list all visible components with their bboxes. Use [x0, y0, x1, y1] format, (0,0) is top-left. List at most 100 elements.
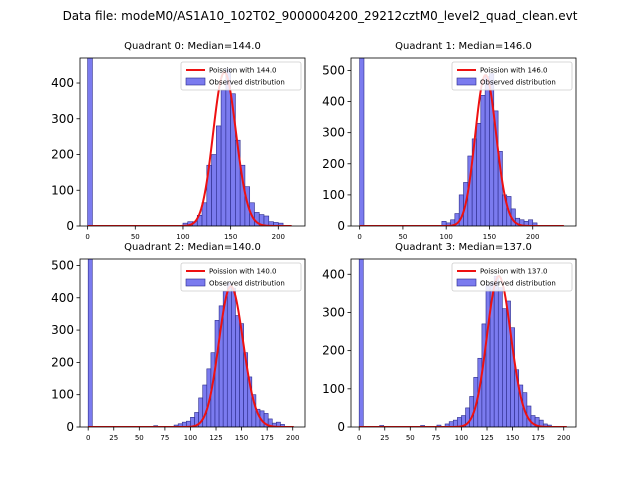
- x-tick-label: 25: [109, 434, 118, 442]
- legend-bar-swatch: [185, 77, 206, 86]
- x-tick-label: 100: [440, 233, 453, 241]
- y-tick-label: 300: [322, 126, 345, 140]
- y-tick-label: 500: [322, 63, 345, 77]
- poisson-curve: [88, 285, 294, 427]
- y-tick-label: 100: [51, 183, 74, 197]
- y-tick-label: 400: [51, 291, 74, 305]
- legend-box: [451, 262, 573, 292]
- histogram-bar: [231, 287, 236, 427]
- x-tick-label: 150: [483, 233, 496, 241]
- histogram-bar: [497, 287, 503, 427]
- axes-frame: [350, 57, 577, 227]
- legend-bar-swatch: [185, 278, 206, 287]
- legend: Poission with 140.0 Observed distribution: [180, 262, 302, 292]
- x-tick-label: 0: [85, 233, 89, 241]
- histogram-bar: [87, 259, 93, 427]
- x-tick-label: 150: [235, 434, 248, 442]
- y-tick-label: 300: [51, 112, 74, 126]
- histogram-bar: [359, 58, 365, 226]
- legend-line-label: Poission with 140.0: [209, 268, 277, 276]
- legend-bar-label: Observed distribution: [480, 79, 556, 87]
- y-tick-label: 400: [51, 76, 74, 90]
- y-tick-label: 300: [51, 323, 74, 337]
- x-tick-label: 175: [531, 434, 544, 442]
- legend-line-label: Poission with 146.0: [480, 67, 548, 75]
- poisson-curve: [359, 275, 567, 427]
- y-tick-label: 0: [66, 219, 74, 233]
- legend-bar-label: Observed distribution: [209, 79, 285, 87]
- histogram-bar: [480, 95, 486, 226]
- axes-frame: [350, 258, 577, 428]
- chart-panel-2: Quadrant 2: Median=140.0 0 25 50 75 100 125 150…: [51, 242, 306, 442]
- legend-line-label: Poission with 137.0: [480, 268, 548, 276]
- y-tick-label: 400: [322, 267, 345, 281]
- chart-title: Quadrant 2: Median=140.0: [124, 242, 261, 253]
- legend: Poission with 144.0 Observed distribution: [180, 61, 302, 91]
- histogram-bar: [235, 315, 240, 427]
- legend-box: [180, 262, 302, 292]
- y-tick-label: 100: [322, 188, 345, 202]
- histogram-bar: [493, 275, 499, 427]
- y-tick-label: 100: [322, 382, 345, 396]
- x-tick-label: 125: [480, 434, 493, 442]
- histogram-bar: [476, 123, 482, 226]
- legend-line-label: Poission with 144.0: [209, 67, 277, 75]
- figure-title: Data file: modeM0/AS1A10_102T02_90000042…: [63, 9, 578, 23]
- x-tick-label: 200: [272, 233, 285, 241]
- histogram-bar: [202, 384, 208, 427]
- chart-title: Quadrant 1: Median=146.0: [395, 41, 532, 52]
- y-tick-label: 300: [322, 305, 345, 319]
- x-tick-label: 150: [224, 233, 237, 241]
- x-tick-label: 75: [160, 434, 169, 442]
- histogram-bar: [485, 285, 491, 427]
- legend-bar-label: Observed distribution: [209, 280, 285, 288]
- plot-area: [359, 58, 564, 226]
- histogram-bar: [358, 259, 364, 427]
- x-tick-label: 50: [398, 233, 407, 241]
- poisson-curve: [87, 71, 292, 226]
- axes-frame: [79, 258, 306, 428]
- x-tick-label: 75: [431, 434, 440, 442]
- legend-box: [451, 61, 573, 91]
- y-tick-label: 0: [337, 420, 345, 434]
- x-tick-label: 50: [406, 434, 415, 442]
- histogram-bar: [484, 76, 490, 226]
- legend-bar-swatch: [456, 278, 477, 287]
- histogram-bar: [226, 282, 232, 427]
- x-tick-label: 175: [260, 434, 273, 442]
- x-tick-label: 0: [86, 434, 90, 442]
- plot-area: [358, 259, 567, 427]
- y-tick-label: 100: [51, 388, 74, 402]
- histogram-bar: [87, 58, 93, 226]
- x-tick-label: 25: [380, 434, 389, 442]
- y-tick-label: 400: [322, 95, 345, 109]
- axes-frame: [79, 57, 306, 227]
- histogram-bar: [214, 320, 220, 427]
- y-tick-label: 200: [51, 148, 74, 162]
- x-tick-label: 50: [135, 434, 144, 442]
- chart-title: Quadrant 0: Median=144.0: [124, 41, 261, 52]
- chart-panel-0: Quadrant 0: Median=144.0 0 50 100 150 200 0 100…: [51, 41, 306, 241]
- histogram-bar: [211, 154, 217, 226]
- x-tick-label: 100: [176, 233, 189, 241]
- histogram-bar: [216, 125, 222, 226]
- x-tick-label: 0: [357, 233, 361, 241]
- x-tick-label: 200: [557, 434, 570, 442]
- y-tick-label: 0: [66, 420, 74, 434]
- chart-title: Quadrant 3: Median=137.0: [395, 242, 532, 253]
- legend: Poission with 146.0 Observed distribution: [451, 61, 573, 91]
- y-tick-label: 0: [337, 219, 345, 233]
- x-tick-label: 100: [455, 434, 468, 442]
- x-tick-label: 0: [357, 434, 361, 442]
- chart-panel-1: Quadrant 1: Median=146.0 0 50 100 150 200 0 100…: [322, 41, 577, 241]
- legend: Poission with 137.0 Observed distribution: [451, 262, 573, 292]
- histogram-bar: [220, 89, 227, 226]
- y-tick-label: 200: [322, 157, 345, 171]
- histogram-bar: [278, 222, 284, 226]
- x-tick-label: 125: [209, 434, 222, 442]
- x-tick-label: 200: [286, 434, 299, 442]
- x-tick-label: 50: [131, 233, 140, 241]
- legend-bar-swatch: [456, 77, 477, 86]
- x-tick-label: 100: [184, 434, 197, 442]
